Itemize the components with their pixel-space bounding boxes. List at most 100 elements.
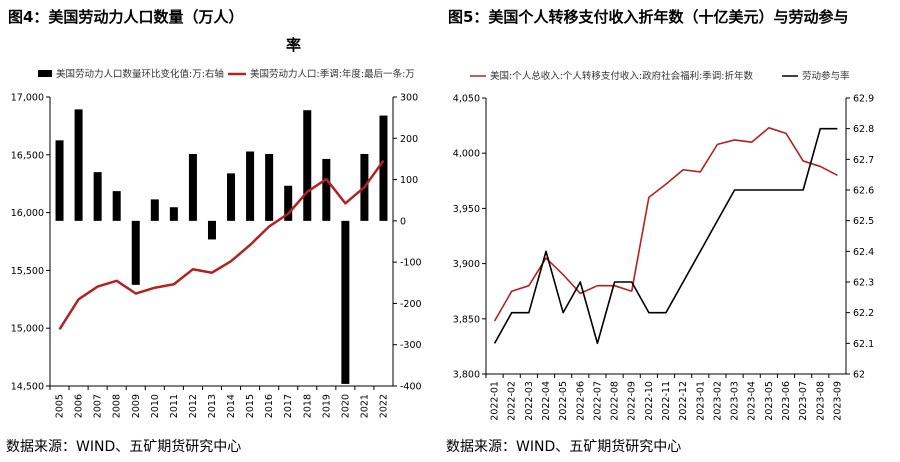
right-chart-title: 图5：美国个人转移支付收入折年数（十亿美元）与劳动参与率 — [286, 6, 849, 54]
bar — [188, 153, 197, 221]
legend-line-label: 美国劳动力人口:季调:年度:最后一条:万 — [250, 68, 415, 80]
x-tick-label: 2017 — [283, 394, 294, 418]
y-tick-left-label: 14,500 — [11, 382, 44, 393]
bar — [150, 199, 159, 221]
y-tick-right-label: -100 — [400, 258, 422, 269]
legend-transfer-label: 美国:个人总收入:个人转移支付收入:政府社会福利:季调:折年数 — [490, 70, 754, 82]
y-tick-left-label: 15,000 — [11, 324, 44, 335]
x-tick-label: 2018 — [302, 394, 313, 418]
bar — [284, 185, 293, 221]
y-tick-left-label: 3,800 — [453, 370, 480, 381]
y-tick-right-label: 62.6 — [853, 186, 874, 197]
y-tick-right-label: -400 — [400, 382, 422, 393]
x-tick-label: 2007 — [93, 394, 104, 418]
y-tick-left-label: 16,500 — [11, 150, 44, 161]
y-tick-left-label: 4,000 — [453, 149, 480, 160]
x-tick-label: 2023-03 — [730, 381, 741, 421]
left-chart-title: 图4：美国劳动力人口数量（万人） — [8, 8, 244, 26]
y-tick-left-label: 15,500 — [11, 266, 44, 277]
y-tick-right-label: 300 — [400, 93, 418, 104]
x-tick-label: 2008 — [112, 394, 123, 418]
x-tick-label: 2020 — [340, 394, 351, 418]
y-tick-left-label: 3,950 — [453, 204, 480, 215]
x-tick-label: 2005 — [55, 394, 66, 418]
legend-participation-label: 劳动参与率 — [802, 70, 850, 82]
x-tick-label: 2022-10 — [644, 381, 655, 421]
y-tick-right-label: 62 — [853, 370, 865, 381]
bar — [207, 220, 216, 240]
bar — [131, 220, 140, 285]
x-tick-label: 2022-02 — [507, 381, 518, 421]
x-tick-label: 2022 — [378, 394, 389, 418]
bar — [303, 110, 312, 221]
transfer-income-line — [493, 127, 838, 322]
x-tick-label: 2022-11 — [661, 381, 672, 421]
right-chart-source: 数据来源：WIND、五矿期货研究中心 — [446, 439, 682, 455]
y-tick-left-label: 17,000 — [11, 93, 44, 104]
x-tick-label: 2022-08 — [610, 381, 621, 421]
bar — [265, 153, 274, 221]
bar — [227, 173, 236, 221]
x-tick-label: 2023-01 — [695, 381, 706, 421]
x-tick-label: 2019 — [321, 394, 332, 418]
bar — [112, 191, 121, 221]
x-tick-label: 2023-02 — [712, 381, 723, 421]
bar — [341, 220, 350, 384]
y-tick-right-label: 62.9 — [853, 94, 874, 105]
left-chart-source: 数据来源：WIND、五矿期货研究中心 — [6, 439, 242, 455]
x-tick-label: 2016 — [264, 394, 275, 418]
x-tick-label: 2023-09 — [832, 381, 843, 421]
x-tick-label: 2023-05 — [764, 381, 775, 421]
y-tick-right-label: 62.2 — [853, 308, 874, 319]
x-tick-label: 2022-09 — [627, 381, 638, 421]
participation-rate-line — [493, 127, 838, 345]
y-tick-left-label: 3,850 — [453, 314, 480, 325]
y-tick-right-label: 62.1 — [853, 339, 874, 350]
x-tick-label: 2022-07 — [592, 381, 603, 421]
left-chart-panel: 图4：美国劳动力人口数量（万人） 美国劳动力人口数量环比变化值:万:右轴 美国劳动… — [0, 0, 440, 462]
x-tick-label: 2013 — [207, 394, 218, 418]
left-chart: 美国劳动力人口数量环比变化值:万:右轴 美国劳动力人口:季调:年度:最后一条:万 1… — [11, 68, 422, 418]
bar — [74, 109, 83, 221]
x-tick-label: 2006 — [74, 394, 85, 418]
bar — [379, 115, 388, 221]
y-tick-right-label: 200 — [400, 134, 418, 145]
x-tick-label: 2015 — [245, 394, 256, 418]
x-tick-label: 2011 — [169, 394, 180, 418]
x-tick-label: 2010 — [150, 394, 161, 418]
right-chart-panel: 图5：美国个人转移支付收入折年数（十亿美元）与劳动参与率 美国:个人总收入:个人… — [286, 0, 900, 462]
y-tick-left-label: 4,050 — [453, 94, 480, 105]
x-tick-label: 2012 — [188, 394, 199, 418]
x-tick-label: 2022-03 — [524, 381, 535, 421]
x-tick-label: 2022-04 — [541, 381, 552, 421]
bar — [93, 172, 102, 221]
legend-bar-label: 美国劳动力人口数量环比变化值:万:右轴 — [56, 68, 224, 80]
x-tick-label: 2023-07 — [798, 381, 809, 421]
x-tick-label: 2023-08 — [815, 381, 826, 421]
x-tick-label: 2022-05 — [558, 381, 569, 421]
bar — [169, 207, 178, 221]
bar — [246, 151, 255, 221]
y-tick-left-label: 16,000 — [11, 208, 44, 219]
x-tick-label: 2023-04 — [747, 381, 758, 421]
y-tick-right-label: -300 — [400, 340, 422, 351]
y-tick-right-label: 62.8 — [853, 124, 874, 135]
right-chart-title-line1: 图5：美国个人转移支付收入折年数（十亿美元）与劳动参与 — [448, 8, 849, 26]
x-tick-label: 2021 — [359, 394, 370, 418]
x-tick-label: 2014 — [226, 394, 237, 418]
y-tick-right-label: 100 — [400, 175, 418, 186]
y-tick-right-label: 62.3 — [853, 278, 874, 289]
x-tick-label: 2009 — [131, 394, 142, 418]
x-tick-label: 2022-06 — [575, 381, 586, 421]
y-tick-right-label: 62.4 — [853, 247, 874, 258]
y-tick-right-label: 62.5 — [853, 216, 874, 227]
bar — [322, 158, 331, 221]
bar — [55, 140, 64, 221]
x-tick-label: 2022-01 — [490, 381, 501, 421]
right-chart-title-line2: 率 — [286, 36, 302, 54]
x-tick-label: 2022-12 — [678, 381, 689, 421]
right-chart: 美国:个人总收入:个人转移支付收入:政府社会福利:季调:折年数 劳动参与率 4,05… — [453, 70, 874, 421]
legend-bar-swatch — [38, 70, 52, 77]
y-tick-right-label: 62.7 — [853, 155, 874, 166]
x-tick-label: 2023-06 — [781, 381, 792, 421]
